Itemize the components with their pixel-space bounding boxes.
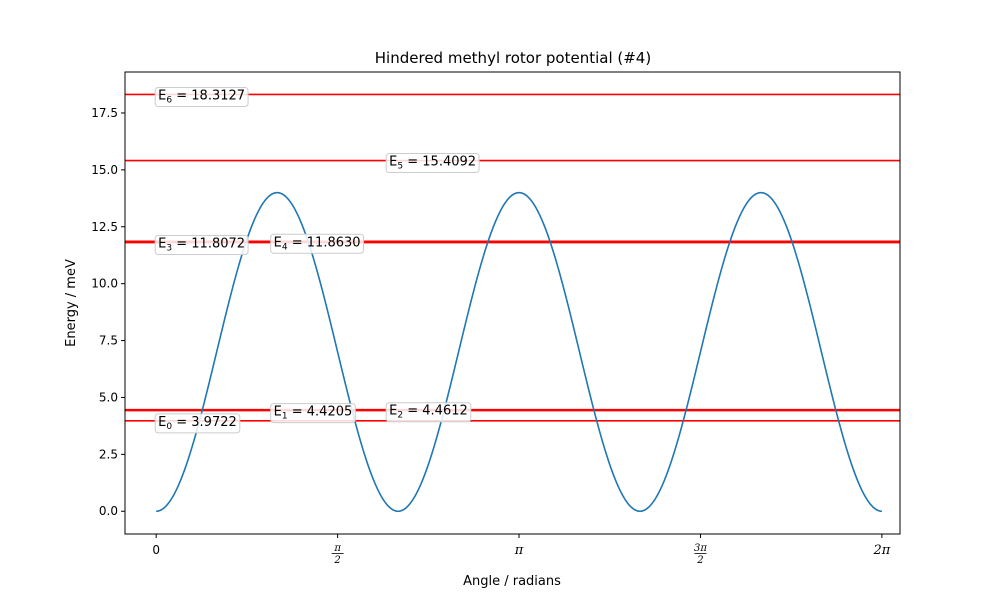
y-tick-label: 7.5: [99, 334, 118, 348]
svg-text:3π: 3π: [694, 543, 707, 554]
y-axis-label: Energy / meV: [64, 259, 79, 347]
chart-title: Hindered methyl rotor potential (#4): [375, 49, 651, 67]
y-tick-label: 5.0: [99, 390, 118, 404]
y-tick-label: 12.5: [91, 220, 118, 234]
energy-level-label-3: E3 = 11.8072: [154, 235, 249, 256]
y-tick-label: 10.0: [91, 277, 118, 291]
plot-area: E0 = 3.9722 E1 = 4.4205 E2 = 4.4612 E3 = 11…: [125, 86, 900, 513]
svg-text:2: 2: [696, 555, 703, 566]
svg-text:E3 = 11.8072: E3 = 11.8072: [158, 237, 245, 254]
x-tick-label: π: [514, 543, 524, 558]
svg-text:E6 = 18.3127: E6 = 18.3127: [158, 88, 245, 105]
svg-text:E5 = 15.4092: E5 = 15.4092: [389, 155, 476, 172]
plot-frame: [124, 71, 901, 535]
energy-level-label-2: E2 = 4.4612: [385, 402, 472, 423]
svg-text:E1 = 4.4205: E1 = 4.4205: [274, 405, 353, 422]
y-tick-label: 0.0: [99, 504, 118, 518]
y-tick-label: 2.5: [99, 447, 118, 461]
svg-text:π: π: [333, 543, 341, 554]
y-axis: 0.0 2.5 5.0 7.5 10.0 12.5 15.0 17.5: [91, 106, 125, 518]
energy-level-label-6: E6 = 18.3127: [154, 86, 249, 107]
x-tick-label: 2π: [872, 543, 890, 558]
y-tick-label: 15.0: [91, 163, 118, 177]
y-tick-label: 17.5: [91, 106, 118, 120]
svg-text:2: 2: [333, 555, 340, 566]
x-tick-label: 3π2: [694, 543, 707, 566]
energy-level-label-5: E5 = 15.4092: [385, 153, 480, 174]
svg-text:E0 = 3.9722: E0 = 3.9722: [158, 415, 237, 432]
svg-text:E4 = 11.8630: E4 = 11.8630: [274, 235, 361, 252]
svg-text:E2 = 4.4612: E2 = 4.4612: [389, 404, 468, 421]
energy-level-label-4: E4 = 11.8630: [270, 233, 365, 254]
x-tick-label: π2: [331, 543, 344, 566]
x-axis-label: Angle / radians: [463, 574, 561, 589]
potential-curve: [156, 191, 882, 513]
x-tick-label: 0: [152, 543, 160, 557]
energy-level-label-1: E1 = 4.4205: [270, 403, 356, 424]
energy-level-label-0: E0 = 3.9722: [154, 413, 241, 434]
